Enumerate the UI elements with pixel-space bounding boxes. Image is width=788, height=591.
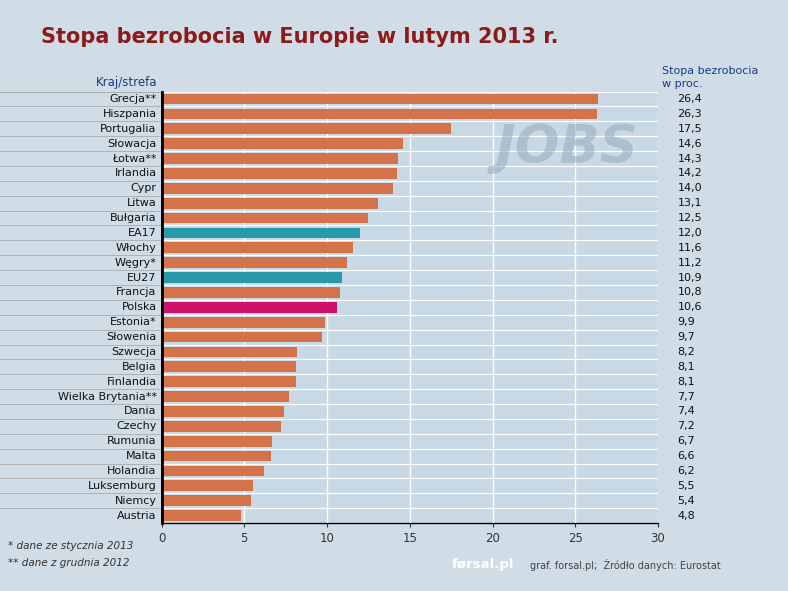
Text: 7,2: 7,2 <box>678 421 695 431</box>
Text: Finlandia: Finlandia <box>106 376 157 387</box>
Text: 9,9: 9,9 <box>678 317 695 327</box>
Bar <box>162 436 273 447</box>
Bar <box>162 109 597 119</box>
Text: 7,7: 7,7 <box>678 392 695 401</box>
Text: Austria: Austria <box>117 511 157 521</box>
Text: 14,2: 14,2 <box>678 168 702 178</box>
Text: EA17: EA17 <box>128 228 157 238</box>
Bar <box>162 168 396 179</box>
Text: 10,9: 10,9 <box>678 272 702 282</box>
Text: 14,3: 14,3 <box>678 154 702 164</box>
Bar <box>162 257 347 268</box>
Text: Szwecja: Szwecja <box>112 347 157 357</box>
Bar <box>162 391 289 402</box>
Bar <box>162 451 271 462</box>
Text: Malta: Malta <box>126 451 157 461</box>
Bar <box>162 302 337 313</box>
Bar <box>162 332 322 342</box>
Bar <box>162 346 297 358</box>
Bar <box>162 480 252 491</box>
Text: Niemcy: Niemcy <box>115 496 157 506</box>
Text: 8,1: 8,1 <box>678 376 695 387</box>
Text: JOBS: JOBS <box>496 122 639 174</box>
Text: 14,0: 14,0 <box>678 183 702 193</box>
Text: Belgia: Belgia <box>122 362 157 372</box>
Text: 26,4: 26,4 <box>678 94 702 104</box>
Text: Hiszpania: Hiszpania <box>102 109 157 119</box>
Text: 6,7: 6,7 <box>678 436 695 446</box>
Bar <box>162 272 342 283</box>
Text: 11,2: 11,2 <box>678 258 702 268</box>
Text: Stopa bezrobocia
w proc.: Stopa bezrobocia w proc. <box>662 66 758 89</box>
Bar <box>162 242 354 253</box>
Bar <box>162 153 398 164</box>
Text: 11,6: 11,6 <box>678 243 702 253</box>
Text: Stopa bezrobocia w Europie w lutym 2013 r.: Stopa bezrobocia w Europie w lutym 2013 … <box>41 27 558 47</box>
Bar <box>162 228 360 238</box>
Bar <box>162 94 598 105</box>
Text: 8,2: 8,2 <box>678 347 695 357</box>
Text: 5,5: 5,5 <box>678 481 695 491</box>
Text: ** dane z grudnia 2012: ** dane z grudnia 2012 <box>8 558 129 569</box>
Text: 10,6: 10,6 <box>678 303 702 312</box>
Text: Irlandia: Irlandia <box>114 168 157 178</box>
Text: Węgry*: Węgry* <box>115 258 157 268</box>
Bar <box>162 466 264 476</box>
Text: Bułgaria: Bułgaria <box>110 213 157 223</box>
Text: 5,4: 5,4 <box>678 496 695 506</box>
Text: 4,8: 4,8 <box>678 511 695 521</box>
Bar <box>162 421 281 431</box>
Text: graf. forsal.pl;  Żródło danych: Eurostat: graf. forsal.pl; Żródło danych: Eurostat <box>530 559 720 571</box>
Text: 13,1: 13,1 <box>678 198 702 208</box>
Text: 6,6: 6,6 <box>678 451 695 461</box>
Text: Włochy: Włochy <box>116 243 157 253</box>
Bar <box>162 213 368 223</box>
Text: Luksemburg: Luksemburg <box>88 481 157 491</box>
Text: EU27: EU27 <box>128 272 157 282</box>
Bar <box>162 495 251 506</box>
Text: 12,0: 12,0 <box>678 228 702 238</box>
Text: Portugalia: Portugalia <box>100 124 157 134</box>
Bar <box>162 138 403 149</box>
Text: 9,7: 9,7 <box>678 332 695 342</box>
Text: 6,2: 6,2 <box>678 466 695 476</box>
Bar <box>162 376 296 387</box>
Text: 10,8: 10,8 <box>678 287 702 297</box>
Text: Holandia: Holandia <box>107 466 157 476</box>
Text: Wielka Brytania**: Wielka Brytania** <box>58 392 157 401</box>
Text: Francja: Francja <box>117 287 157 297</box>
Text: Rumunia: Rumunia <box>107 436 157 446</box>
Text: Słowenia: Słowenia <box>106 332 157 342</box>
Text: 26,3: 26,3 <box>678 109 702 119</box>
Bar <box>162 362 296 372</box>
Text: Czechy: Czechy <box>117 421 157 431</box>
Text: Litwa: Litwa <box>127 198 157 208</box>
Text: * dane ze stycznia 2013: * dane ze stycznia 2013 <box>8 541 133 551</box>
Text: Kraj/strefa: Kraj/strefa <box>96 76 158 89</box>
Bar <box>162 406 284 417</box>
Bar <box>162 287 340 298</box>
Text: Dania: Dania <box>125 407 157 417</box>
Text: 8,1: 8,1 <box>678 362 695 372</box>
Text: Łotwa**: Łotwa** <box>112 154 157 164</box>
Text: 14,6: 14,6 <box>678 139 702 149</box>
Text: Słowacja: Słowacja <box>107 139 157 149</box>
Text: førsal.pl: førsal.pl <box>452 558 514 571</box>
Text: 12,5: 12,5 <box>678 213 702 223</box>
Text: Grecja**: Grecja** <box>110 94 157 104</box>
Bar <box>162 198 378 209</box>
Text: Polska: Polska <box>121 303 157 312</box>
Text: 17,5: 17,5 <box>678 124 702 134</box>
Bar <box>162 183 393 194</box>
Bar <box>162 510 241 521</box>
Text: Cypr: Cypr <box>131 183 157 193</box>
Text: Estonia*: Estonia* <box>110 317 157 327</box>
Bar <box>162 124 451 134</box>
Text: 7,4: 7,4 <box>678 407 695 417</box>
Bar <box>162 317 325 327</box>
